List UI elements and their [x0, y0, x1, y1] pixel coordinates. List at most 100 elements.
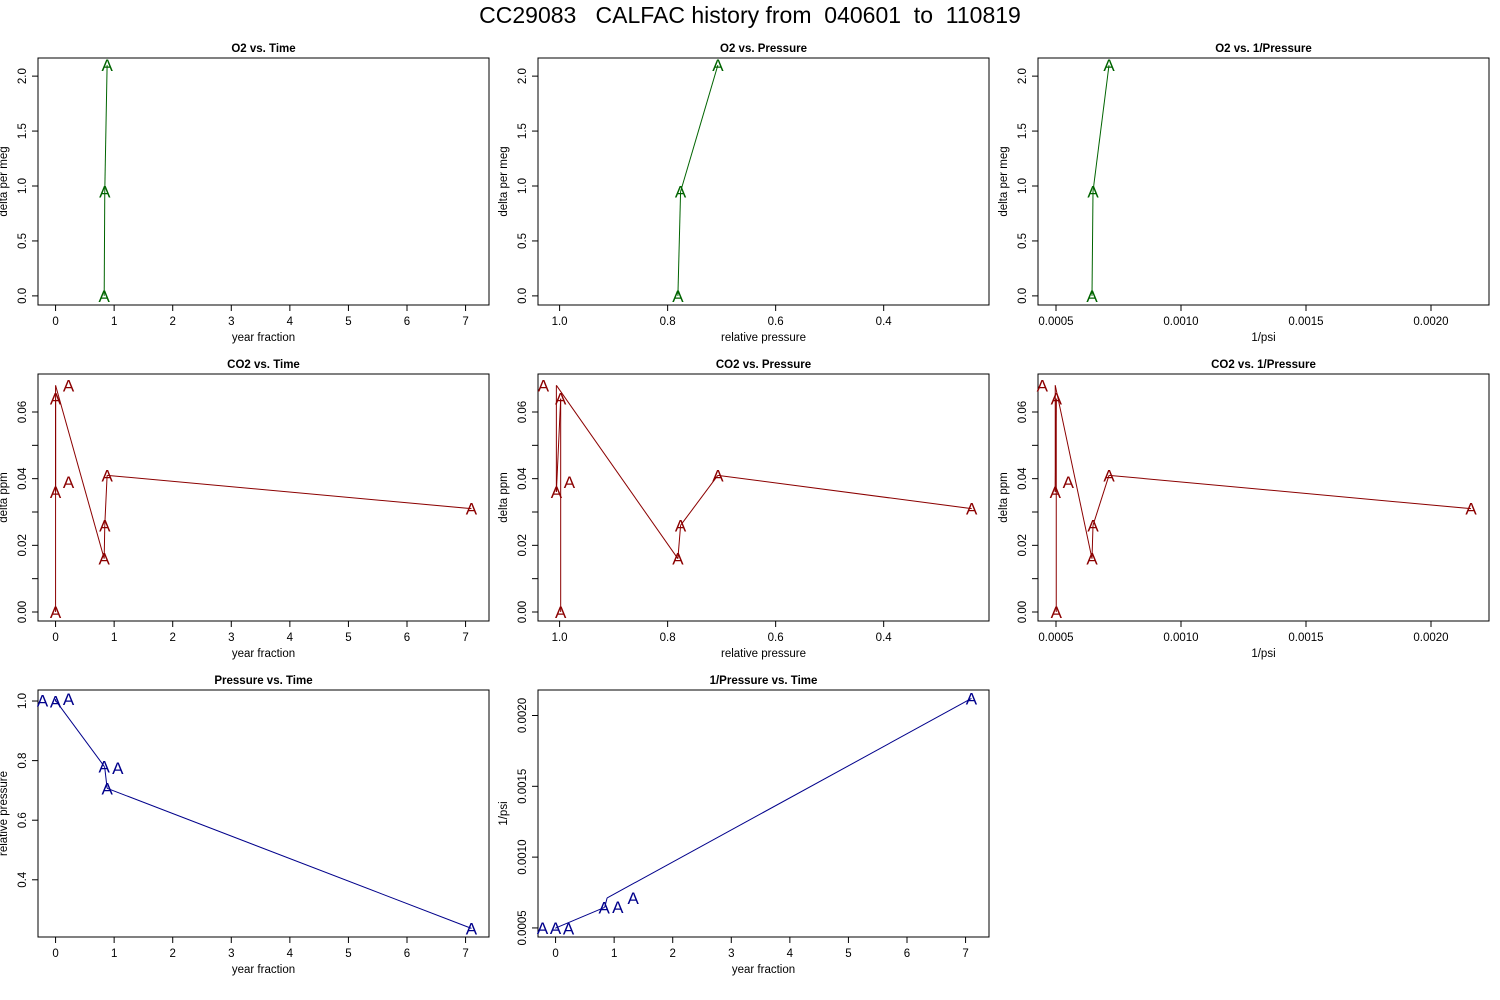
data-point: A — [1037, 376, 1049, 395]
panel-title: O2 vs. Time — [231, 43, 295, 55]
series-segment — [677, 191, 682, 296]
series-segment — [55, 700, 105, 767]
y-axis-label: delta ppm — [998, 472, 1010, 523]
y-tick-label: 2.0 — [17, 68, 29, 84]
x-tick-label: 7 — [462, 632, 468, 644]
data-point: A — [675, 516, 687, 535]
x-tick-label: 0.4 — [876, 632, 893, 644]
data-point: A — [63, 690, 75, 709]
x-tick-label: 1 — [111, 948, 117, 960]
data-point: A — [555, 390, 567, 409]
data-point: A — [563, 919, 575, 938]
y-axis-label: delta ppm — [0, 472, 10, 523]
data-point: A — [63, 376, 75, 395]
x-tick-label: 0.0020 — [1413, 632, 1448, 644]
series-segment — [1092, 475, 1110, 526]
data-point: A — [1086, 550, 1098, 569]
series-segment — [1091, 191, 1094, 296]
data-point: A — [966, 500, 978, 519]
panel-title: CO2 vs. Pressure — [716, 359, 811, 371]
data-point: A — [99, 287, 111, 306]
data-point: A — [99, 757, 111, 776]
x-tick-label: 1 — [611, 948, 617, 960]
data-point: A — [555, 603, 567, 622]
y-tick-label: 0.0 — [1017, 288, 1029, 304]
x-axis-label: relative pressure — [721, 332, 806, 344]
x-tick-label: 3 — [728, 948, 734, 960]
plot-frame — [37, 689, 490, 938]
x-axis-label: year fraction — [732, 964, 795, 976]
x-axis-label: 1/psi — [1251, 648, 1275, 660]
y-axis-label: relative pressure — [0, 771, 10, 856]
y-tick-label: 0.04 — [1017, 467, 1029, 490]
x-tick-label: 1 — [111, 316, 117, 328]
y-tick-label: 2.0 — [1017, 68, 1029, 84]
data-point: A — [551, 483, 563, 502]
series-segment — [106, 787, 472, 929]
data-point: A — [101, 466, 113, 485]
x-axis-label: year fraction — [232, 332, 295, 344]
x-tick-label: 0.0020 — [1413, 316, 1448, 328]
x-tick-label: 6 — [404, 632, 410, 644]
x-tick-label: 0 — [52, 632, 58, 644]
data-point: A — [1087, 182, 1099, 201]
panel-title: 1/Pressure vs. Time — [710, 675, 818, 687]
x-tick-label: 0 — [52, 948, 58, 960]
data-point: A — [1063, 473, 1075, 492]
y-tick-label: 0.0 — [17, 288, 29, 304]
x-tick-label: 0 — [552, 948, 558, 960]
x-tick-label: 1 — [111, 632, 117, 644]
y-tick-label: 0.4 — [17, 871, 29, 888]
data-point: A — [538, 376, 550, 395]
x-tick-label: 0.0005 — [1038, 632, 1073, 644]
x-tick-label: 6 — [404, 316, 410, 328]
data-point: A — [99, 550, 111, 569]
y-tick-label: 0.04 — [517, 467, 529, 490]
panel-title: CO2 vs. Time — [227, 359, 300, 371]
figure-title: CC29083 CALFAC history from 040601 to 11… — [479, 2, 1021, 28]
series-segment — [104, 475, 108, 526]
data-point: A — [564, 473, 576, 492]
data-point: A — [1051, 603, 1063, 622]
y-tick-label: 0.06 — [17, 401, 29, 423]
x-tick-label: 0.0010 — [1163, 316, 1198, 328]
panel-o2-vs-1-pressure: O2 vs. 1/Pressure 0.0005 0.0010 0.0015 0.002… — [998, 43, 1490, 344]
plot-frame — [537, 57, 990, 306]
x-tick-label: 1.0 — [552, 632, 568, 644]
plot-frame — [537, 373, 990, 622]
data-point: A — [99, 182, 111, 201]
y-tick-label: 0.5 — [1017, 233, 1029, 249]
x-axis-label: year fraction — [232, 964, 295, 976]
y-tick-label: 0.02 — [517, 534, 529, 556]
panel-o2-vs-pressure: O2 vs. Pressure 1.0 0.8 0.6 0.4 relative pres… — [498, 43, 990, 344]
series-segment — [1091, 525, 1094, 559]
data-point: A — [101, 779, 113, 798]
x-tick-label: 5 — [345, 632, 351, 644]
y-tick-label: 0.00 — [17, 601, 29, 623]
y-tick-label: 1.0 — [517, 178, 529, 194]
x-axis-label: 1/psi — [1251, 332, 1275, 344]
series-segment — [1108, 474, 1472, 510]
y-tick-label: 0.6 — [17, 812, 29, 828]
data-point: A — [63, 473, 75, 492]
series-segment — [555, 385, 679, 559]
data-point: A — [50, 483, 62, 502]
x-tick-label: 3 — [228, 316, 234, 328]
data-point: A — [50, 390, 62, 409]
x-tick-label: 4 — [287, 632, 294, 644]
y-tick-label: 0.0015 — [517, 769, 529, 804]
y-tick-label: 0.04 — [17, 467, 29, 490]
x-axis-label: relative pressure — [721, 648, 806, 660]
y-axis-label: 1/psi — [498, 801, 510, 825]
data-point: A — [537, 919, 549, 938]
data-point: A — [1465, 500, 1477, 519]
y-tick-label: 1.5 — [17, 123, 29, 139]
series-segment — [104, 767, 108, 789]
panel-o2-vs-time: O2 vs. Time 0 1 2 3 4 5 6 7 year fraction 0.0 0.5 1.… — [0, 43, 490, 344]
panel-co2-vs-1-pressure: CO2 vs. 1/Pressure 0.0005 0.0010 0.0015 0.00… — [998, 359, 1490, 660]
panel-co2-vs-time: CO2 vs. Time 0 1 2 3 4 5 6 7 year fraction 0.00 0.0… — [0, 359, 490, 660]
panel-co2-vs-pressure: CO2 vs. Pressure 1.0 0.8 0.6 0.4 relative pre… — [498, 359, 990, 660]
data-point: A — [99, 516, 111, 535]
x-tick-label: 4 — [287, 948, 294, 960]
